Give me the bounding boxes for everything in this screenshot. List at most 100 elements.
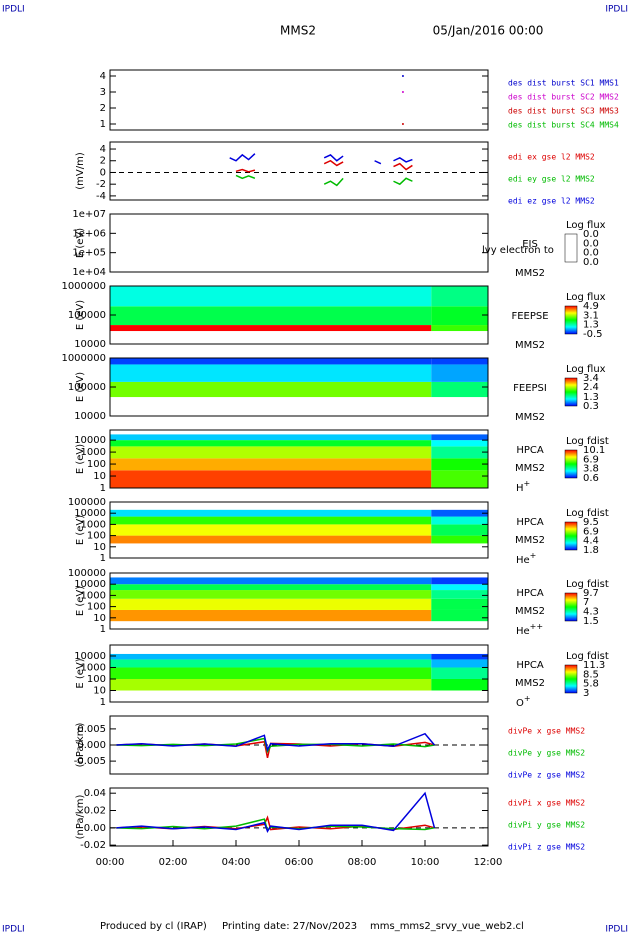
plot-area bbox=[110, 509, 488, 544]
y-tick-label: 100 bbox=[87, 674, 106, 685]
spacecraft-label: MMS2 bbox=[515, 606, 545, 617]
colorbar-tick-label: 1.3 bbox=[583, 320, 599, 331]
spectrogram-cell bbox=[431, 678, 488, 691]
legend-entry: divPi x gse MMS2 bbox=[508, 799, 585, 808]
colorbar-title: Log flux bbox=[566, 220, 606, 231]
colorbar-title: Log fdist bbox=[566, 508, 609, 519]
legend-entry: divPe z gse MMS2 bbox=[508, 771, 585, 780]
corner-label: IPDLI bbox=[605, 5, 628, 15]
colorbar-tick-label: 0.0 bbox=[583, 238, 599, 249]
y-tick-label: 0.000 bbox=[77, 740, 106, 751]
species: O bbox=[516, 698, 524, 709]
y-tick-label: 10000 bbox=[74, 651, 106, 662]
colorbar-tick-label: 2.4 bbox=[583, 382, 599, 393]
y-tick-label: -0.02 bbox=[80, 840, 106, 851]
plot-area bbox=[110, 653, 488, 691]
colorbar-tick-label: 9.7 bbox=[583, 588, 599, 599]
spectrogram-cell bbox=[110, 364, 432, 382]
spectrogram-cell bbox=[431, 470, 488, 488]
colorbar bbox=[564, 521, 578, 551]
y-axis-title: (nPa/km) bbox=[75, 723, 86, 768]
spectrogram-cell bbox=[431, 659, 488, 668]
y-tick-label: -4 bbox=[96, 191, 106, 202]
y-axis-title: E (eV) bbox=[75, 515, 86, 545]
instrument-label: FEEPSI bbox=[513, 383, 547, 394]
x-tick-label: 08:00 bbox=[348, 857, 377, 868]
spectrogram-cell bbox=[110, 286, 432, 307]
y-tick-label: 0.04 bbox=[84, 788, 106, 799]
colorbar-title: Log flux bbox=[566, 364, 606, 375]
y-tick-label: 10000 bbox=[74, 435, 106, 446]
panel-frame bbox=[109, 69, 489, 131]
colorbar-tick-label: 0.6 bbox=[583, 473, 599, 484]
spectrogram-cell bbox=[431, 440, 488, 447]
y-tick-label: 1e+06 bbox=[72, 228, 106, 239]
date-title: 05/Jan/2016 00:00 bbox=[433, 24, 544, 38]
colorbar-tick-label: 6.9 bbox=[583, 526, 599, 537]
y-tick-label: 10 bbox=[93, 471, 106, 482]
spectrogram-cell bbox=[110, 577, 432, 585]
panel-frame bbox=[109, 572, 489, 630]
panel-frame bbox=[109, 141, 489, 201]
colorbar bbox=[564, 305, 578, 335]
y-tick-label: 0.02 bbox=[84, 806, 106, 817]
y-tick-label: 4 bbox=[100, 71, 106, 82]
panel-frame bbox=[109, 213, 489, 273]
spectrogram-cell bbox=[110, 440, 432, 447]
spectrogram-cell bbox=[110, 325, 432, 332]
spacecraft-label: MMS2 bbox=[515, 412, 545, 423]
y-tick-label: 1000 bbox=[81, 662, 106, 673]
species: He bbox=[516, 555, 530, 566]
instrument-label: HPCA bbox=[516, 660, 544, 671]
y-tick-label: 1000 bbox=[81, 590, 106, 601]
legend-entry: edi ex gse l2 MMS2 bbox=[508, 153, 595, 162]
y-tick-label: 0.005 bbox=[77, 724, 106, 735]
y-tick-label: -0.005 bbox=[74, 756, 106, 767]
y-tick-label: 1e+05 bbox=[72, 248, 106, 259]
y-tick-label: 100 bbox=[87, 459, 106, 470]
spectrogram-cell bbox=[110, 659, 432, 668]
y-tick-label: 2 bbox=[100, 156, 106, 167]
series-line bbox=[116, 791, 436, 834]
spectrogram-cell bbox=[110, 667, 432, 679]
charge: + bbox=[530, 551, 537, 560]
colorbar-tick-label: 11.3 bbox=[583, 660, 605, 671]
plot-area bbox=[110, 286, 488, 332]
y-tick-label: 10 bbox=[93, 542, 106, 553]
spectrogram-cell bbox=[110, 358, 432, 365]
y-tick-label: 4 bbox=[100, 144, 106, 155]
legend-entry: edi ey gse l2 MMS2 bbox=[508, 175, 595, 184]
y-axis-title: (nPa/km) bbox=[75, 795, 86, 840]
y-tick-label: 1000000 bbox=[61, 281, 106, 292]
spectrogram-cell bbox=[110, 509, 432, 517]
colorbar-tick-label: 0.3 bbox=[583, 401, 599, 412]
series-line bbox=[236, 175, 425, 185]
colorbar-title: Log fdist bbox=[566, 579, 609, 590]
spectrogram-cell bbox=[431, 358, 488, 365]
panel-frame bbox=[109, 429, 489, 489]
y-tick-label: 100 bbox=[87, 531, 106, 542]
colorbar-tick-label: 4.3 bbox=[583, 606, 599, 617]
x-tick-label: 12:00 bbox=[474, 857, 503, 868]
spectrogram-cell bbox=[431, 584, 488, 591]
footer-producer: Produced by cl (IRAP) bbox=[100, 921, 207, 932]
y-axis-title: E (eV) bbox=[75, 372, 86, 402]
y-axis-title: E (eV) bbox=[75, 300, 86, 330]
legend-entry: des dist burst SC4 MMS4 bbox=[508, 121, 619, 130]
y-tick-label: 1000000 bbox=[61, 353, 106, 364]
spacecraft-label: MMS2 bbox=[515, 678, 545, 689]
colorbar-tick-label: 10.1 bbox=[583, 445, 605, 456]
spectrogram-cell bbox=[110, 434, 432, 441]
panel-frame bbox=[109, 644, 489, 703]
colorbar-tick-label: 3.4 bbox=[583, 373, 599, 384]
spectrogram-cell bbox=[431, 590, 488, 599]
y-tick-label: 100000 bbox=[68, 568, 106, 579]
instrument-label: HPCA bbox=[516, 517, 544, 528]
corner-label: IPDLI bbox=[2, 5, 25, 15]
spectrogram-cell bbox=[431, 286, 488, 307]
species-label: O+ bbox=[516, 694, 531, 710]
y-tick-label: 10 bbox=[93, 685, 106, 696]
plot-area bbox=[110, 154, 488, 186]
y-tick-label: 1 bbox=[100, 119, 106, 130]
spectrogram-cell bbox=[431, 434, 488, 441]
